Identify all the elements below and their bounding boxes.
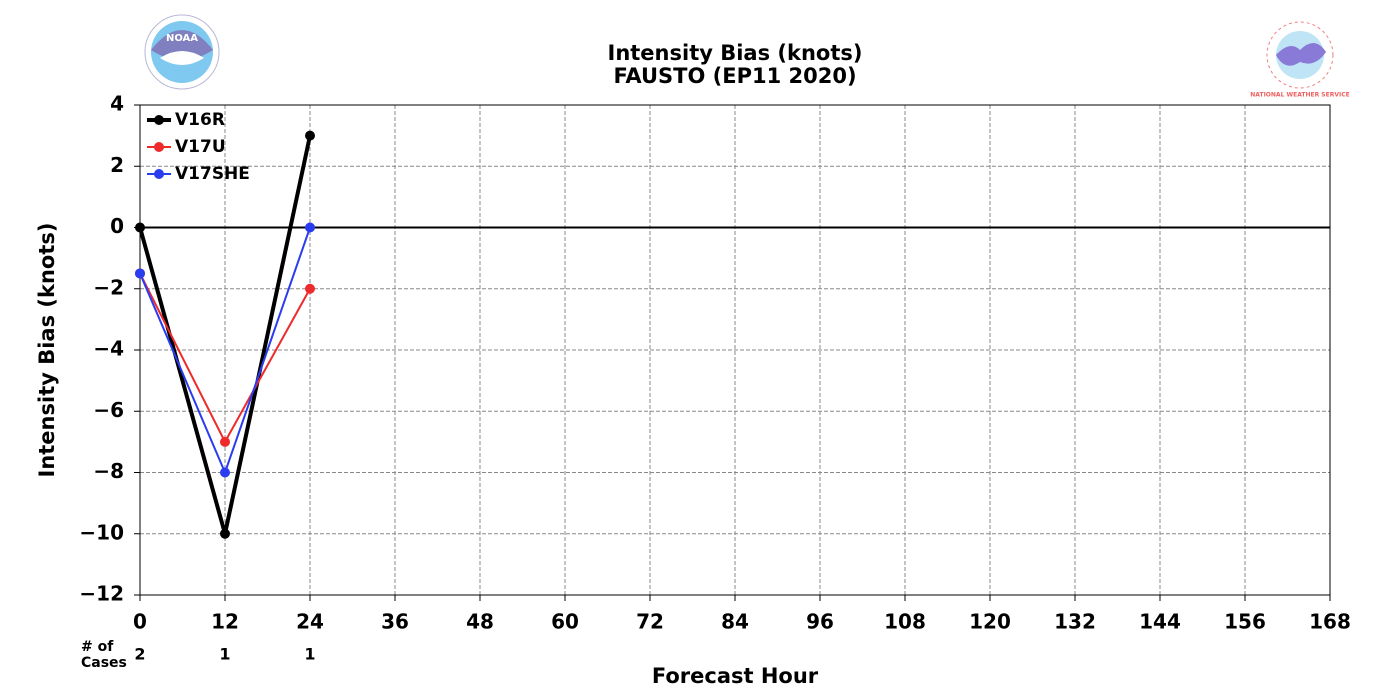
x-tick-label: 144	[1139, 610, 1181, 634]
cases-value: 1	[304, 645, 315, 664]
legend-marker	[154, 142, 164, 152]
data-point	[305, 222, 315, 233]
chart-title: Intensity Bias (knots)	[608, 41, 863, 65]
data-point	[135, 222, 145, 233]
x-tick-label: 132	[1054, 610, 1096, 634]
x-tick-label: 84	[721, 610, 749, 634]
y-tick-label: 0	[110, 214, 124, 238]
legend-label: V17U	[175, 137, 226, 157]
data-point	[220, 467, 230, 478]
x-tick-label: 36	[381, 610, 409, 634]
legend-label: V16R	[175, 110, 225, 130]
y-axis-label: Intensity Bias (knots)	[35, 223, 59, 478]
cases-label: Cases	[81, 655, 127, 671]
cases-value: 1	[219, 645, 230, 664]
x-tick-label: 60	[551, 610, 579, 634]
legend-label: V17SHE	[175, 164, 250, 184]
x-tick-label: 108	[884, 610, 926, 634]
x-tick-label: 168	[1309, 610, 1351, 634]
noaa-logo: NOAA	[144, 14, 220, 90]
x-tick-label: 12	[211, 610, 239, 634]
chart-subtitle: FAUSTO (EP11 2020)	[613, 64, 856, 88]
plot-frame	[139, 104, 1331, 596]
data-point	[305, 283, 315, 294]
x-tick-label: 0	[133, 610, 147, 634]
logo-text: NATIONAL WEATHER SERVICE	[1250, 92, 1349, 99]
x-tick-label: 72	[636, 610, 664, 634]
y-tick-label: −2	[93, 275, 124, 299]
x-tick-label: 24	[296, 610, 324, 634]
data-point	[220, 528, 230, 539]
x-axis-label: Forecast Hour	[652, 664, 819, 688]
x-tick-label: 120	[969, 610, 1011, 634]
legend-marker	[154, 115, 164, 125]
y-tick-label: −4	[93, 337, 124, 361]
logo-text: NOAA	[166, 33, 198, 44]
y-tick-label: −6	[93, 398, 124, 422]
data-point	[305, 130, 315, 141]
y-tick-label: −12	[79, 582, 124, 606]
x-tick-label: 156	[1224, 610, 1266, 634]
x-tick-label: 96	[806, 610, 834, 634]
nws-logo: NATIONAL WEATHER SERVICE	[1250, 21, 1350, 99]
x-tick-label: 48	[466, 610, 494, 634]
cases-label: # of	[81, 639, 114, 655]
y-tick-label: 2	[110, 153, 124, 177]
y-tick-label: 4	[110, 92, 124, 116]
data-point	[135, 268, 145, 279]
cases-value: 2	[134, 645, 145, 664]
data-point	[220, 436, 230, 447]
y-tick-label: −10	[79, 520, 124, 544]
legend-marker	[154, 169, 164, 179]
y-tick-label: −8	[93, 459, 124, 483]
